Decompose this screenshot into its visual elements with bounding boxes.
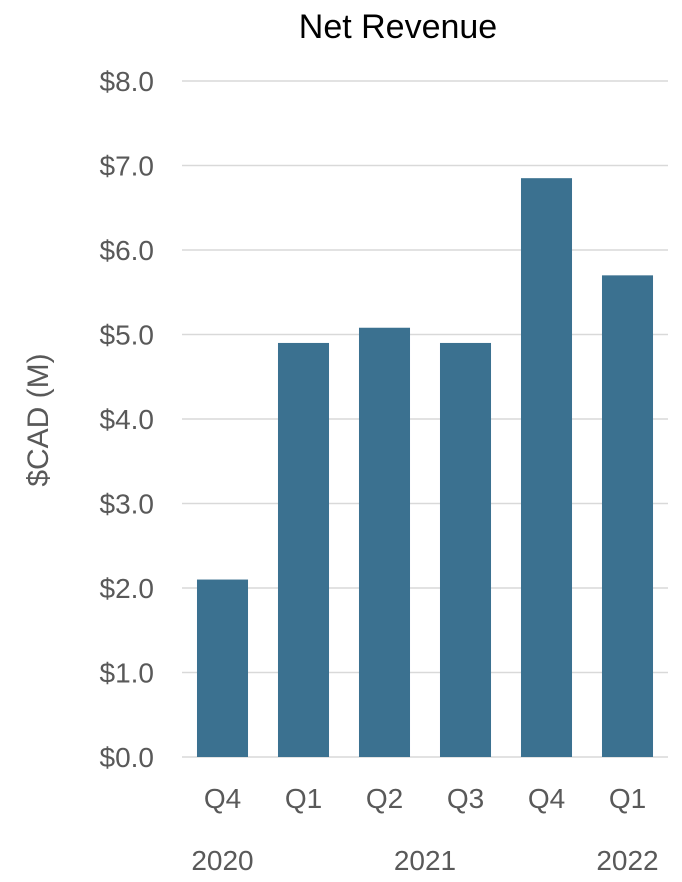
y-axis-title: $CAD (M) xyxy=(22,353,55,486)
y-axis-ticks: $0.0 $1.0 $2.0 $3.0 $4.0 $5.0 $6.0 $7.0 $8.0 xyxy=(100,66,155,773)
x-category-label: Q4 xyxy=(204,783,241,814)
y-tick-label: $1.0 xyxy=(100,658,155,689)
y-tick-label: $5.0 xyxy=(100,320,155,351)
bars xyxy=(196,178,654,758)
y-tick-label: $3.0 xyxy=(100,489,155,520)
y-tick-label: $0.0 xyxy=(100,742,155,773)
bar xyxy=(358,327,411,757)
x-axis-year-groups: 2020 2021 2022 xyxy=(191,845,658,876)
bar xyxy=(439,342,492,757)
x-category-label: Q4 xyxy=(528,783,565,814)
x-category-label: Q1 xyxy=(609,783,646,814)
x-year-group-label: 2021 xyxy=(394,845,456,876)
x-category-label: Q3 xyxy=(447,783,484,814)
y-tick-label: $7.0 xyxy=(100,151,155,182)
chart-title: Net Revenue xyxy=(299,8,497,46)
x-category-label: Q2 xyxy=(366,783,403,814)
y-tick-label: $6.0 xyxy=(100,235,155,266)
x-category-label: Q1 xyxy=(285,783,322,814)
y-tick-label: $8.0 xyxy=(100,66,155,97)
y-tick-label: $4.0 xyxy=(100,404,155,435)
gridlines xyxy=(182,80,668,758)
x-year-group-label: 2020 xyxy=(191,845,253,876)
bar xyxy=(196,579,249,757)
bar xyxy=(277,342,330,757)
x-year-group-label: 2022 xyxy=(596,845,658,876)
y-tick-label: $2.0 xyxy=(100,573,155,604)
bar xyxy=(601,275,654,757)
bar xyxy=(520,178,573,758)
x-axis-categories: Q4 Q1 Q2 Q3 Q4 Q1 xyxy=(204,783,646,814)
